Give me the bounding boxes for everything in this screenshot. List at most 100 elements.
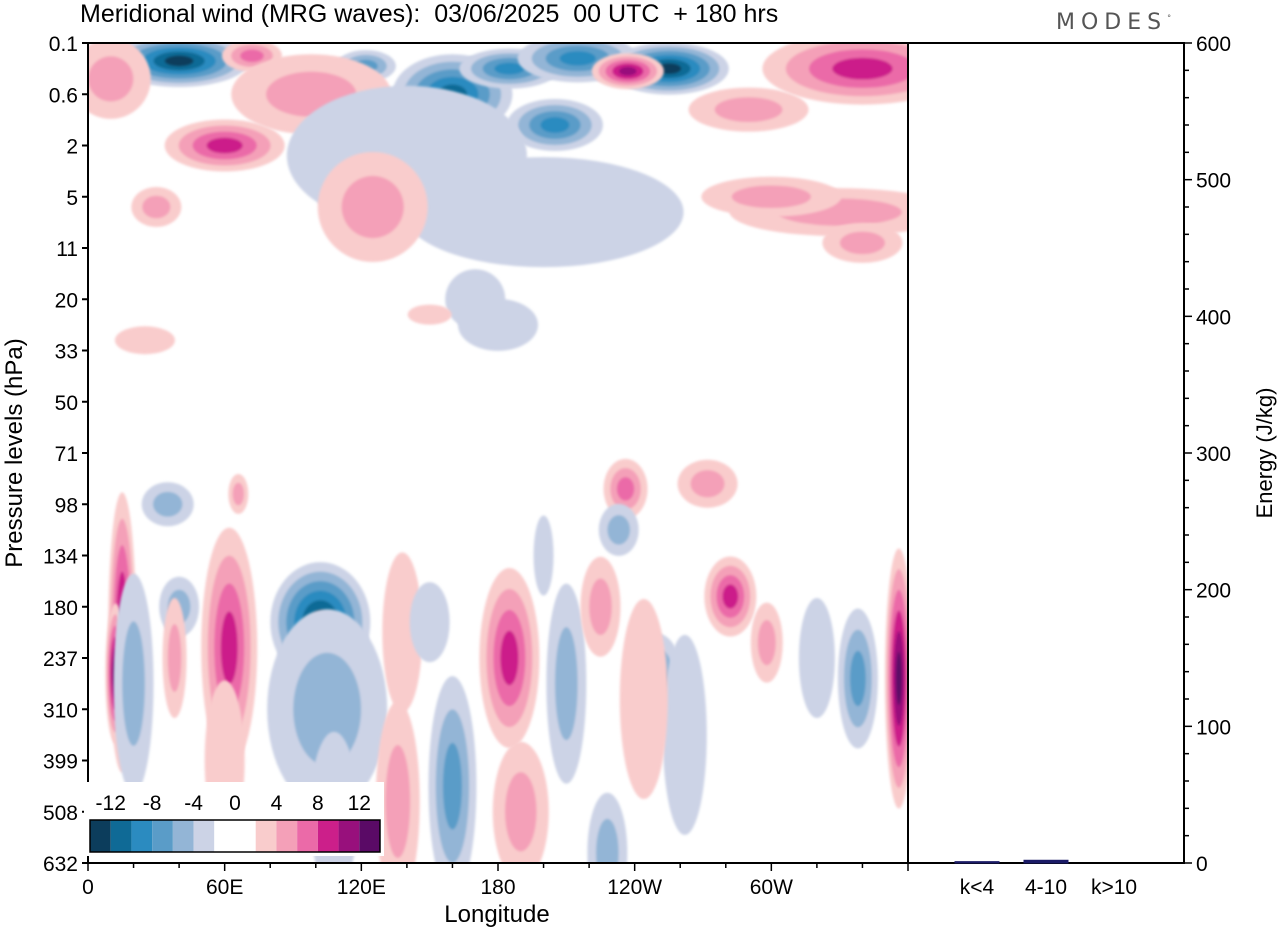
- colorbar-swatch: [152, 820, 173, 852]
- contour-feature: [701, 176, 842, 217]
- contour-feature: [317, 152, 428, 262]
- y-tick-label: 632: [43, 853, 78, 876]
- x-tick-label: 120E: [337, 876, 386, 899]
- contour-level: [589, 578, 612, 636]
- contour-level: [164, 55, 194, 67]
- y-tick-label: 71: [55, 443, 78, 466]
- modes-logo: MODES°: [1056, 10, 1171, 35]
- contour-level: [500, 630, 519, 686]
- contour-level: [206, 137, 243, 154]
- colorbar-label: 4: [271, 792, 283, 815]
- contour-level: [494, 62, 525, 75]
- contour-level: [555, 627, 578, 741]
- contour-level: [114, 326, 175, 355]
- contour-level: [619, 599, 668, 799]
- contour-feature: [407, 304, 452, 325]
- contour-level: [731, 185, 811, 209]
- contour-level: [662, 634, 707, 835]
- contour-feature: [603, 458, 648, 519]
- contour-feature: [403, 157, 684, 268]
- contour-feature: [458, 298, 538, 351]
- y-tick-label: 508: [43, 802, 78, 825]
- contour-feature: [798, 598, 835, 718]
- y-tick-label: 98: [55, 494, 78, 517]
- contour-level: [714, 97, 783, 123]
- contour-feature: [837, 608, 878, 749]
- energy-tick-label: 400: [1196, 306, 1231, 329]
- contour-level: [407, 304, 452, 325]
- contour-level: [153, 491, 183, 517]
- energy-category-label: 4-10: [1025, 876, 1067, 899]
- colorbar-swatch: [235, 820, 256, 852]
- contour-level: [596, 818, 619, 863]
- colorbar-label: 12: [348, 792, 371, 815]
- contour-feature: [428, 676, 477, 863]
- x-tick-label: 180: [480, 876, 515, 899]
- y-tick-label: 20: [55, 289, 78, 312]
- contour-feature: [479, 568, 540, 748]
- contour-feature: [598, 503, 639, 556]
- contour-feature: [492, 741, 549, 863]
- contour-level: [607, 515, 631, 545]
- y-tick-label: 0.1: [49, 33, 78, 56]
- x-tick-label: 60E: [206, 876, 243, 899]
- colorbar-swatch: [317, 820, 339, 852]
- colorbar-swatch: [131, 820, 153, 852]
- y-tick-label: 310: [43, 699, 78, 722]
- contour-level: [616, 477, 635, 501]
- x-tick-label: 60W: [750, 876, 793, 899]
- colorbar-label: 8: [312, 792, 324, 815]
- colorbar-label: -4: [184, 792, 203, 815]
- colorbar-swatch: [276, 820, 298, 852]
- contour-feature: [88, 43, 151, 119]
- contour-feature: [591, 53, 664, 90]
- contour-feature: [228, 474, 249, 514]
- energy-tick-label: 0: [1196, 853, 1208, 876]
- contour-feature: [587, 792, 628, 863]
- y-tick-label: 2: [66, 136, 78, 159]
- colorbar-swatch: [338, 820, 360, 852]
- contour-feature: [619, 599, 668, 799]
- y-tick-label: 237: [43, 648, 78, 671]
- y-tick-label: 33: [55, 341, 78, 364]
- contour-feature: [688, 87, 809, 132]
- contour-level: [458, 298, 538, 351]
- energy-tick-label: 600: [1196, 33, 1231, 56]
- contour-level: [839, 231, 886, 255]
- x-tick-label: 0: [82, 876, 94, 899]
- contour-feature: [141, 482, 194, 527]
- heatmap-axes: 0.1 0.6 2 5 11 20 33 50 71 98 134 180 237 310 399 508 63…: [43, 33, 909, 899]
- contour-level: [722, 584, 739, 609]
- contour-feature: [677, 459, 738, 508]
- energy-category-label: k<4: [960, 876, 995, 899]
- y-tick-label: 50: [55, 392, 78, 415]
- contour-level: [409, 582, 450, 663]
- contour-feature: [409, 582, 450, 663]
- contour-level: [442, 742, 462, 830]
- contour-feature: [113, 573, 154, 794]
- contour-feature: [164, 119, 285, 172]
- energy-tick-label: 500: [1196, 170, 1231, 193]
- contour-level: [533, 515, 554, 596]
- chart-title: Meridional wind (MRG waves): 03/06/2025 …: [80, 0, 779, 28]
- contour-level: [403, 157, 684, 268]
- energy-plot-frame: [907, 42, 1185, 864]
- contour-feature: [375, 701, 420, 863]
- y-tick-label: 0.6: [49, 84, 78, 107]
- contour-feature: [704, 556, 757, 637]
- x-tick-label: 120W: [607, 876, 662, 899]
- colorbar-swatch: [193, 820, 215, 852]
- colorbar-swatch: [214, 820, 235, 852]
- contour-feature: [533, 515, 554, 596]
- contour-level: [832, 57, 893, 80]
- contour-feature: [382, 552, 423, 713]
- contour-feature: [580, 556, 621, 657]
- contour-feature: [267, 609, 388, 810]
- y-tick-label: 134: [43, 546, 78, 569]
- energy-category-label: k>10: [1091, 876, 1137, 899]
- contour-feature: [506, 99, 603, 151]
- colorbar-swatch: [172, 820, 194, 852]
- contour-level: [849, 650, 866, 707]
- colorbar: -12 -8 -4 0 4 8 12: [84, 782, 384, 856]
- contour-level: [232, 482, 245, 506]
